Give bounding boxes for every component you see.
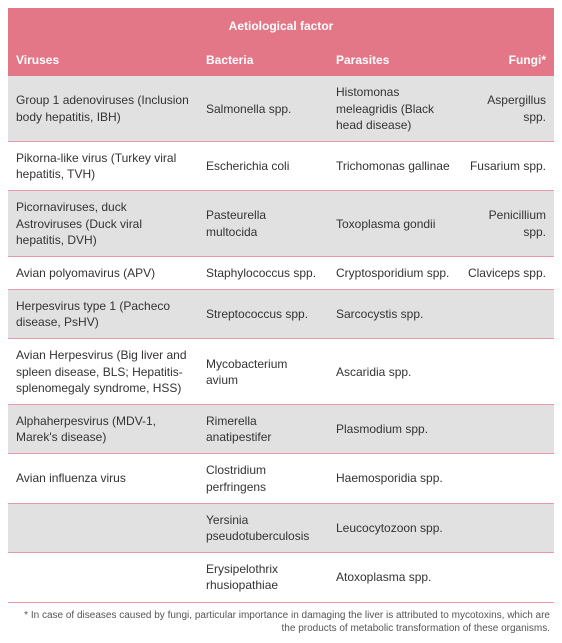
table-row: Alphaherpesvirus (MDV-1, Marek's disease… xyxy=(8,405,554,454)
cell-bacteria: Salmonella spp. xyxy=(198,76,328,141)
table-row: Group 1 adenoviruses (Inclusion body hep… xyxy=(8,76,554,141)
cell-parasites: Cryptosporidium spp. xyxy=(328,256,458,289)
aetiological-table: Aetiological factor Viruses Bacteria Par… xyxy=(8,8,554,603)
cell-parasites: Atoxoplasma spp. xyxy=(328,553,458,602)
cell-fungi: Fusarium spp. xyxy=(458,141,554,190)
cell-viruses: Avian Herpesvirus (Big liver and spleen … xyxy=(8,339,198,405)
table-head: Aetiological factor Viruses Bacteria Par… xyxy=(8,8,554,76)
cell-viruses xyxy=(8,553,198,602)
cell-viruses: Group 1 adenoviruses (Inclusion body hep… xyxy=(8,76,198,141)
cell-bacteria: Staphylococcus spp. xyxy=(198,256,328,289)
table-row: Picornaviruses, duck Astroviruses (Duck … xyxy=(8,191,554,257)
cell-fungi: Claviceps spp. xyxy=(458,256,554,289)
col-header-bacteria: Bacteria xyxy=(198,44,328,76)
cell-fungi: Penicillium spp. xyxy=(458,191,554,257)
table-row: Avian influenza virusClostridium perfrin… xyxy=(8,454,554,503)
cell-parasites: Leucocytozoon spp. xyxy=(328,503,458,552)
cell-bacteria: Clostridium perfringens xyxy=(198,454,328,503)
cell-parasites: Haemosporidia spp. xyxy=(328,454,458,503)
cell-fungi xyxy=(458,339,554,405)
cell-viruses: Avian influenza virus xyxy=(8,454,198,503)
cell-bacteria: Pasteurella multocida xyxy=(198,191,328,257)
cell-parasites: Plasmodium spp. xyxy=(328,405,458,454)
cell-bacteria: Mycobacterium avium xyxy=(198,339,328,405)
cell-viruses: Herpesvirus type 1 (Pacheco disease, PsH… xyxy=(8,290,198,339)
table-row: Yersinia pseudotuberculosisLeucocytozoon… xyxy=(8,503,554,552)
header-row: Viruses Bacteria Parasites Fungi* xyxy=(8,44,554,76)
cell-fungi xyxy=(458,454,554,503)
cell-bacteria: Yersinia pseudotuberculosis xyxy=(198,503,328,552)
cell-fungi: Aspergillus spp. xyxy=(458,76,554,141)
cell-viruses: Pikorna-like virus (Turkey viral hepatit… xyxy=(8,141,198,190)
col-header-parasites: Parasites xyxy=(328,44,458,76)
title-row: Aetiological factor xyxy=(8,8,554,44)
table-row: Avian polyomavirus (APV)Staphylococcus s… xyxy=(8,256,554,289)
table-row: Avian Herpesvirus (Big liver and spleen … xyxy=(8,339,554,405)
cell-bacteria: Rimerella anatipestifer xyxy=(198,405,328,454)
table-row: Pikorna-like virus (Turkey viral hepatit… xyxy=(8,141,554,190)
table-row: Herpesvirus type 1 (Pacheco disease, PsH… xyxy=(8,290,554,339)
table-body: Group 1 adenoviruses (Inclusion body hep… xyxy=(8,76,554,602)
table-title: Aetiological factor xyxy=(8,8,554,44)
cell-viruses: Picornaviruses, duck Astroviruses (Duck … xyxy=(8,191,198,257)
cell-fungi xyxy=(458,503,554,552)
cell-parasites: Sarcocystis spp. xyxy=(328,290,458,339)
cell-bacteria: Escherichia coli xyxy=(198,141,328,190)
cell-viruses: Alphaherpesvirus (MDV-1, Marek's disease… xyxy=(8,405,198,454)
col-header-fungi: Fungi* xyxy=(458,44,554,76)
aetiological-table-wrap: Aetiological factor Viruses Bacteria Par… xyxy=(8,8,554,635)
cell-fungi xyxy=(458,405,554,454)
cell-viruses xyxy=(8,503,198,552)
table-row: Erysipelothrix rhusiopathiaeAtoxoplasma … xyxy=(8,553,554,602)
cell-parasites: Toxoplasma gondii xyxy=(328,191,458,257)
cell-bacteria: Streptococcus spp. xyxy=(198,290,328,339)
cell-viruses: Avian polyomavirus (APV) xyxy=(8,256,198,289)
footnote: * In case of diseases caused by fungi, p… xyxy=(8,603,554,635)
cell-parasites: Trichomonas gallinae xyxy=(328,141,458,190)
cell-parasites: Histomonas meleagridis (Black head disea… xyxy=(328,76,458,141)
cell-fungi xyxy=(458,290,554,339)
cell-parasites: Ascaridia spp. xyxy=(328,339,458,405)
col-header-viruses: Viruses xyxy=(8,44,198,76)
cell-bacteria: Erysipelothrix rhusiopathiae xyxy=(198,553,328,602)
cell-fungi xyxy=(458,553,554,602)
